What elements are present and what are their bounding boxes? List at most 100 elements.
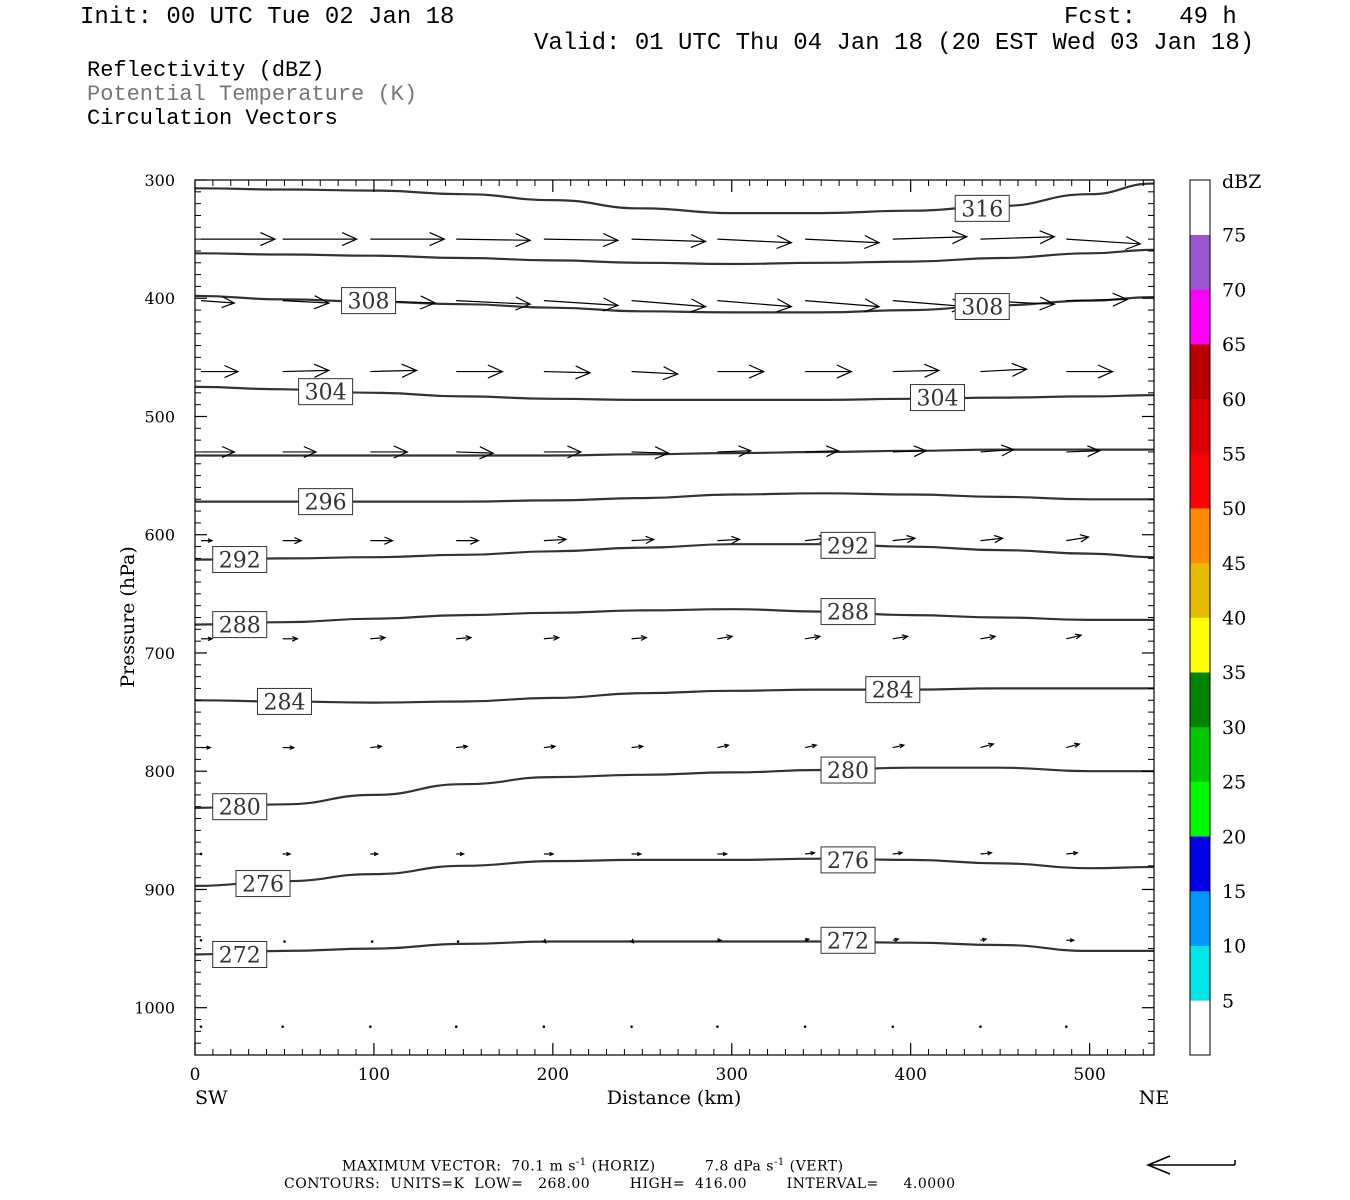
circulation-vector bbox=[542, 1025, 546, 1028]
circulation-vector bbox=[1066, 850, 1079, 856]
circulation-vector bbox=[803, 1025, 807, 1028]
isentrope-280 bbox=[195, 766, 1154, 809]
circulation-vector bbox=[804, 938, 811, 943]
init-time: Init: 00 UTC Tue 02 Jan 18 bbox=[80, 4, 455, 31]
circulation-vector bbox=[805, 364, 853, 379]
circulation-vector bbox=[201, 538, 214, 544]
isentrope-288 bbox=[195, 608, 1154, 626]
circulation-vector bbox=[1066, 938, 1076, 943]
circulation-vector bbox=[717, 234, 793, 250]
circulation-vector bbox=[282, 232, 359, 247]
circulation-vector bbox=[892, 937, 900, 942]
x-tick-label: 100 bbox=[358, 1065, 390, 1085]
colorbar-segment bbox=[1190, 781, 1210, 837]
contour-label-304: 304 bbox=[305, 381, 347, 406]
circulation-vector bbox=[282, 295, 331, 310]
circulation-vector bbox=[630, 1025, 633, 1028]
contour-label-box-280 bbox=[820, 756, 876, 784]
max-vector-note: MAXIMUM VECTOR: 70.1 m s-1 (HORIZ) 7.8 d… bbox=[342, 1157, 844, 1175]
circulation-vector bbox=[805, 634, 822, 641]
contour-label-296: 296 bbox=[305, 491, 347, 516]
circulation-vector bbox=[456, 744, 469, 750]
colorbar-level-label: 25 bbox=[1222, 772, 1246, 794]
contour-label-box-304 bbox=[298, 378, 354, 406]
y-axis-title: Pressure (hPa) bbox=[117, 546, 139, 688]
circulation-vector bbox=[631, 446, 671, 460]
x-axis-minor-ticks bbox=[212, 180, 1144, 1055]
x-axis-title: Distance (km) bbox=[607, 1087, 742, 1109]
contour-label-box-272 bbox=[820, 926, 876, 954]
circulation-vector bbox=[543, 365, 592, 380]
contour-label-276: 276 bbox=[827, 849, 869, 874]
circulation-vector bbox=[456, 233, 532, 248]
circulation-vector bbox=[980, 634, 997, 641]
circulation-vector bbox=[200, 296, 236, 309]
circulation-vector bbox=[543, 851, 555, 857]
colorbar-segment bbox=[1190, 672, 1210, 728]
contour-label-272: 272 bbox=[827, 929, 869, 954]
y-tick-label: 900 bbox=[144, 880, 175, 899]
contour-label-292: 292 bbox=[827, 534, 869, 559]
x-tick-label: 0 bbox=[190, 1065, 201, 1085]
circulation-vector bbox=[892, 851, 904, 856]
circulation-vector bbox=[717, 364, 766, 379]
colorbar-level-label: 10 bbox=[1222, 936, 1246, 958]
circulation-vector bbox=[980, 850, 993, 856]
circulation-vector bbox=[717, 851, 729, 857]
y-tick-label: 600 bbox=[144, 526, 175, 545]
colorbar-segment bbox=[1190, 836, 1210, 892]
isentrope-276 bbox=[195, 857, 1154, 887]
circulation-vector bbox=[543, 297, 620, 312]
contour-label-box-280 bbox=[212, 793, 268, 821]
circulation-vector bbox=[631, 233, 708, 249]
contour-label-280: 280 bbox=[219, 796, 261, 821]
isentrope-272 bbox=[195, 940, 1154, 956]
y-tick-label: 300 bbox=[144, 171, 175, 190]
circulation-vector bbox=[201, 636, 214, 642]
circulation-vector bbox=[1066, 445, 1102, 458]
circulation-vector bbox=[456, 851, 466, 857]
circulation-vector bbox=[805, 298, 881, 313]
contour-label-box-308 bbox=[954, 293, 1010, 321]
circulation-vector bbox=[543, 744, 557, 750]
contour-label-box-276 bbox=[820, 846, 876, 874]
circulation-vector bbox=[281, 1025, 284, 1028]
circulation-vector bbox=[1066, 742, 1081, 749]
circulation-vector bbox=[717, 938, 723, 943]
circulation-vector bbox=[631, 298, 708, 313]
contour-label-box-292 bbox=[212, 546, 268, 574]
colorbar-level-label: 5 bbox=[1222, 990, 1234, 1012]
circulation-vector bbox=[370, 635, 387, 641]
circulation-vector bbox=[543, 445, 583, 459]
circulation-vector bbox=[892, 230, 969, 245]
field-circulation-vectors-label: Circulation Vectors bbox=[87, 106, 338, 131]
contour-label-box-284 bbox=[256, 687, 312, 715]
contour-label-308: 308 bbox=[348, 290, 390, 315]
circulation-vector bbox=[1066, 292, 1129, 307]
colorbar-frame bbox=[1189, 179, 1211, 1056]
field-reflectivity-label: Reflectivity (dBZ) bbox=[87, 58, 325, 83]
colorbar-segment bbox=[1190, 890, 1210, 946]
contour-label-box-316 bbox=[954, 194, 1010, 222]
circulation-vector bbox=[717, 634, 734, 641]
colorbar-level-label: 35 bbox=[1222, 662, 1246, 684]
colorbar-level-label: 40 bbox=[1222, 608, 1246, 630]
contour-label-280: 280 bbox=[827, 759, 869, 784]
contour-label-316: 316 bbox=[961, 197, 1003, 222]
circulation-vector bbox=[1066, 534, 1090, 543]
circulation-vector bbox=[201, 445, 236, 458]
circulation-vector bbox=[454, 1025, 458, 1028]
circulation-vector bbox=[892, 634, 910, 641]
circulation-vector bbox=[980, 937, 988, 942]
circulation-vector bbox=[631, 535, 656, 545]
circulation-vector bbox=[456, 940, 460, 943]
circulation-vector bbox=[1065, 1025, 1068, 1028]
contour-label-284: 284 bbox=[263, 690, 305, 715]
circulation-vector bbox=[370, 940, 374, 943]
circulation-vector bbox=[1066, 364, 1115, 379]
circulation-vector bbox=[892, 743, 906, 749]
y-tick-label: 500 bbox=[144, 407, 175, 426]
isentrope-292 bbox=[195, 543, 1154, 561]
reference-vector-arrow bbox=[1146, 1155, 1236, 1175]
colorbar-segment bbox=[1190, 945, 1210, 1001]
